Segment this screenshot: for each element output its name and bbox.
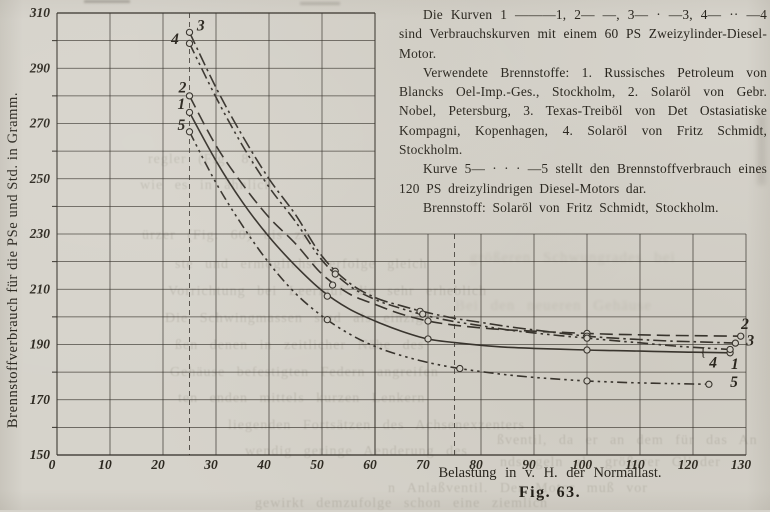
y-tick-label: 210 — [29, 281, 51, 296]
description-paragraph-fuels: Verwendete Brennstoffe: 1. Russisches Pe… — [399, 64, 767, 158]
curve-2 — [188, 95, 741, 337]
curve-2-marker — [737, 332, 745, 340]
curve-2-marker — [185, 92, 194, 100]
curve-5-marker — [583, 377, 591, 385]
x-axis-title: Belastung in v. H. der Normallast. — [438, 465, 662, 481]
y-tick-label: 270 — [29, 116, 51, 131]
curve-5-marker — [456, 364, 464, 373]
curve-4-marker — [185, 39, 194, 48]
y-tick-label: 250 — [29, 171, 51, 186]
curve-3-label: 3 — [196, 17, 205, 34]
curve-3-label: 3 — [745, 332, 754, 349]
x-tick-label: 10 — [98, 457, 112, 472]
curve-1-marker — [583, 346, 591, 354]
curve-4-marker — [419, 310, 427, 318]
markers-layer — [185, 28, 745, 388]
curve-4 — [188, 43, 731, 351]
y-tick-label: 170 — [30, 392, 51, 407]
x-tick-label: 110 — [625, 457, 645, 472]
curve-1-marker — [323, 292, 331, 300]
curve-1-marker — [185, 108, 194, 117]
axis-labels-layer: 0 10 20 30 40 50 60 70 80 90 100 110 120 130 150 170 190… — [29, 5, 752, 472]
curve-group-bracket: { — [700, 344, 706, 359]
y-tick-label: 150 — [30, 447, 51, 462]
curve-4-label: 4 — [708, 354, 717, 371]
x-tick-label: 60 — [363, 457, 377, 472]
x-tick-label: 90 — [522, 457, 536, 472]
y-axis-title: Brennstoffverbrauch für die PSe und Std.… — [5, 91, 21, 429]
curves-layer — [188, 31, 741, 386]
curve-2-marker — [328, 281, 337, 289]
x-tick-label: 40 — [256, 457, 271, 472]
x-tick-label: 0 — [49, 457, 56, 472]
y-tick-label: 230 — [29, 226, 51, 241]
curve-4-marker — [583, 334, 591, 342]
curve-4-marker — [331, 270, 339, 278]
x-tick-label: 80 — [469, 457, 483, 472]
x-tick-label: 130 — [731, 457, 752, 472]
x-tick-label: 50 — [310, 457, 324, 472]
curve-1-marker — [424, 335, 432, 343]
curve-1 — [188, 112, 731, 354]
curve-5 — [188, 131, 709, 386]
curve-3-marker — [731, 339, 740, 347]
grid-layer — [52, 12, 747, 456]
x-tick-label: 120 — [678, 457, 699, 472]
x-tick-label: 20 — [150, 457, 165, 472]
figure-description: Die Kurven 1 ———1, 2— —, 3— · —3, 4— ·· … — [399, 5, 767, 217]
x-tick-label: 30 — [203, 457, 218, 472]
curve-4-marker — [726, 345, 734, 354]
curve-3-marker — [185, 28, 194, 36]
description-paragraph-curve5: Kurve 5— · · · —5 stellt den Brennstoffv… — [399, 161, 767, 196]
y-tick-label: 190 — [30, 337, 51, 352]
figure-caption: Fig. 63. — [518, 484, 582, 501]
x-tick-label: 70 — [416, 457, 430, 472]
description-paragraph-fuel5: Brennstoff: Solaröl von Fritz Schmidt, S… — [423, 199, 719, 215]
y-tick-label: 290 — [29, 60, 51, 75]
curve-2-marker — [424, 317, 432, 325]
curve-2-label: 2 — [740, 316, 749, 333]
curve-1-label: 1 — [731, 356, 739, 373]
x-tick-label: 100 — [572, 457, 593, 472]
curve-5-label: 5 — [730, 374, 738, 391]
curve-5-marker — [705, 380, 713, 388]
curve-4-label: 4 — [170, 31, 179, 48]
curve-1-label: 1 — [178, 96, 186, 113]
curve-5-label: 5 — [178, 117, 186, 134]
description-paragraph-curves: Die Kurven 1 ———1, 2— —, 3— · —3, 4— ·· … — [399, 7, 767, 61]
curve-2-label: 2 — [178, 80, 187, 97]
curve-3 — [188, 31, 736, 344]
curve-5-marker — [185, 128, 194, 136]
y-tick-label: 310 — [29, 5, 51, 20]
curve-5-marker — [323, 315, 331, 324]
